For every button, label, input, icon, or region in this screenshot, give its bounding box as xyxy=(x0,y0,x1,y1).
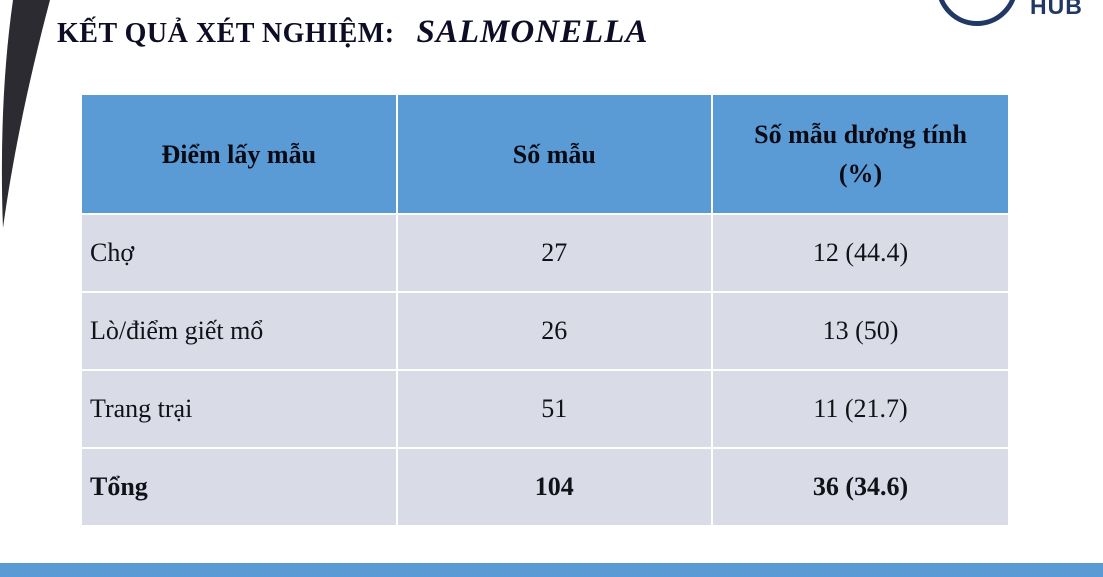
cell-site: Chợ xyxy=(80,213,398,293)
cell-positive: 12 (44.4) xyxy=(711,213,1010,293)
results-table-container: Điểm lấy mẫu Số mẫu Số mẫu dương tính (%… xyxy=(80,93,1010,527)
title-disease: SALMONELLA xyxy=(416,14,649,50)
table-row-market: Chợ 27 12 (44.4) xyxy=(80,213,1010,293)
cell-site: Tổng xyxy=(80,447,398,527)
logo-hub-text: HUB xyxy=(1030,0,1083,19)
cell-samples: 104 xyxy=(395,447,714,527)
cell-positive: 36 (34.6) xyxy=(711,447,1010,527)
column-header-sample-count: Số mẫu xyxy=(395,93,714,215)
cell-site: Trang trại xyxy=(80,369,398,449)
table-body: Chợ 27 12 (44.4) Lò/điểm giết mổ 26 13 (… xyxy=(80,213,1010,527)
footer-accent-bar xyxy=(0,563,1103,577)
column-header-sampling-point: Điểm lấy mẫu xyxy=(80,93,398,215)
column-header-positive-count: Số mẫu dương tính (%) xyxy=(711,93,1010,215)
cell-samples: 51 xyxy=(395,369,714,449)
logo-mark-icon xyxy=(936,0,1018,26)
table-row-slaughterhouse: Lò/điểm giết mổ 26 13 (50) xyxy=(80,291,1010,371)
table-row-farm: Trang trại 51 11 (21.7) xyxy=(80,369,1010,449)
cell-samples: 26 xyxy=(395,291,714,371)
title-prefix: KẾT QUẢ XÉT NGHIỆM: xyxy=(57,18,395,49)
slide-title: KẾT QUẢ XÉT NGHIỆM: SALMONELLA xyxy=(57,14,648,51)
cell-site: Lò/điểm giết mổ xyxy=(80,291,398,371)
results-table: Điểm lấy mẫu Số mẫu Số mẫu dương tính (%… xyxy=(80,93,1010,527)
cell-positive: 11 (21.7) xyxy=(711,369,1010,449)
table-header-row: Điểm lấy mẫu Số mẫu Số mẫu dương tính (%… xyxy=(80,93,1010,215)
cell-samples: 27 xyxy=(395,213,714,293)
table-row-total: Tổng 104 36 (34.6) xyxy=(80,447,1010,527)
cell-positive: 13 (50) xyxy=(711,291,1010,371)
